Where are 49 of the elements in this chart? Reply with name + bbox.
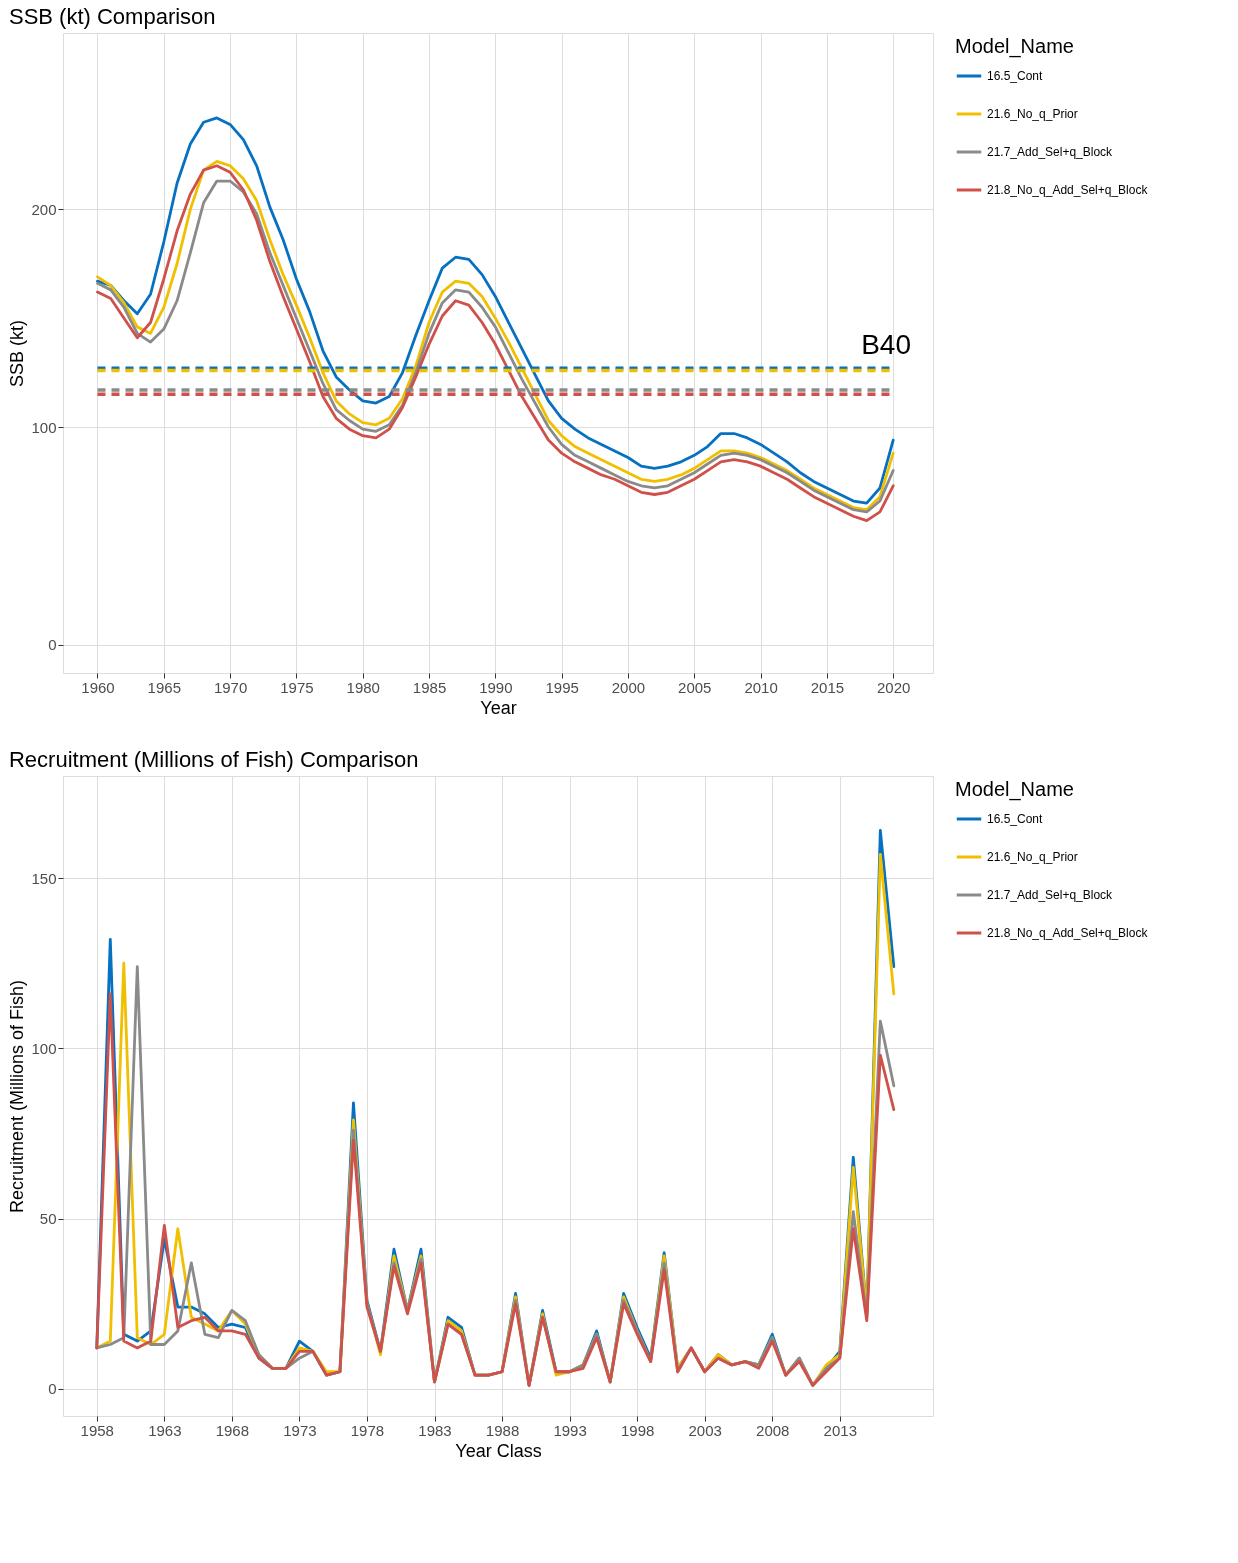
x-tick-label: 1978 bbox=[350, 1421, 385, 1439]
ref-line-label: B40 bbox=[861, 329, 911, 361]
x-tick-label: 1980 bbox=[346, 678, 380, 696]
y-tick-label: 0 bbox=[48, 636, 57, 654]
legend-title: Model_Name bbox=[955, 35, 1074, 58]
legend-label: 21.8_No_q_Add_Sel+q_Block bbox=[987, 926, 1149, 940]
legend-label: 16.5_Cont bbox=[987, 69, 1044, 83]
x-tick-label: 2013 bbox=[823, 1421, 857, 1439]
legend-title: Model_Name bbox=[955, 778, 1074, 801]
x-tick-label: 2015 bbox=[810, 678, 845, 696]
legend-label: 21.6_No_q_Prior bbox=[987, 107, 1078, 121]
y-axis-title: SSB (kt) bbox=[7, 319, 28, 388]
x-tick-label: 2008 bbox=[756, 1421, 790, 1439]
x-tick-label: 1970 bbox=[213, 678, 248, 696]
y-tick-label: 100 bbox=[31, 418, 57, 436]
x-tick-label: 1985 bbox=[412, 678, 447, 696]
x-tick-label: 1958 bbox=[80, 1421, 114, 1439]
y-tick-label: 50 bbox=[39, 1210, 57, 1228]
x-axis-title: Year bbox=[480, 697, 517, 718]
x-tick-label: 1995 bbox=[545, 678, 579, 696]
x-tick-label: 1998 bbox=[620, 1421, 655, 1439]
x-tick-label: 2005 bbox=[678, 678, 712, 696]
legend-label: 21.7_Add_Sel+q_Block bbox=[987, 888, 1114, 902]
x-tick-label: 1973 bbox=[283, 1421, 317, 1439]
y-tick-label: 0 bbox=[48, 1380, 57, 1398]
x-tick-label: 1960 bbox=[81, 678, 115, 696]
y-tick-label: 100 bbox=[31, 1039, 57, 1057]
legend-label: 21.7_Add_Sel+q_Block bbox=[987, 145, 1114, 159]
x-tick-label: 2020 bbox=[877, 678, 911, 696]
legend-label: 21.6_No_q_Prior bbox=[987, 850, 1078, 864]
x-tick-label: 1988 bbox=[485, 1421, 520, 1439]
x-tick-label: 2000 bbox=[611, 678, 646, 696]
chart-title: SSB (kt) Comparison bbox=[8, 4, 216, 29]
y-tick-label: 150 bbox=[31, 869, 57, 887]
y-axis-title: Recruitment (Millions of Fish) bbox=[7, 979, 28, 1214]
legend-label: 16.5_Cont bbox=[987, 812, 1044, 826]
x-tick-label: 1965 bbox=[147, 678, 181, 696]
x-tick-label: 2010 bbox=[744, 678, 778, 696]
x-axis-title: Year Class bbox=[455, 1440, 542, 1461]
y-tick-label: 200 bbox=[31, 200, 57, 218]
x-tick-label: 1983 bbox=[418, 1421, 452, 1439]
chart-title: Recruitment (Millions of Fish) Comparison bbox=[8, 747, 419, 772]
x-tick-label: 2003 bbox=[688, 1421, 722, 1439]
x-tick-label: 1990 bbox=[479, 678, 513, 696]
x-tick-label: 1968 bbox=[215, 1421, 250, 1439]
x-tick-label: 1963 bbox=[148, 1421, 182, 1439]
x-tick-label: 1975 bbox=[280, 678, 314, 696]
x-tick-label: 1993 bbox=[553, 1421, 587, 1439]
legend-label: 21.8_No_q_Add_Sel+q_Block bbox=[987, 183, 1149, 197]
